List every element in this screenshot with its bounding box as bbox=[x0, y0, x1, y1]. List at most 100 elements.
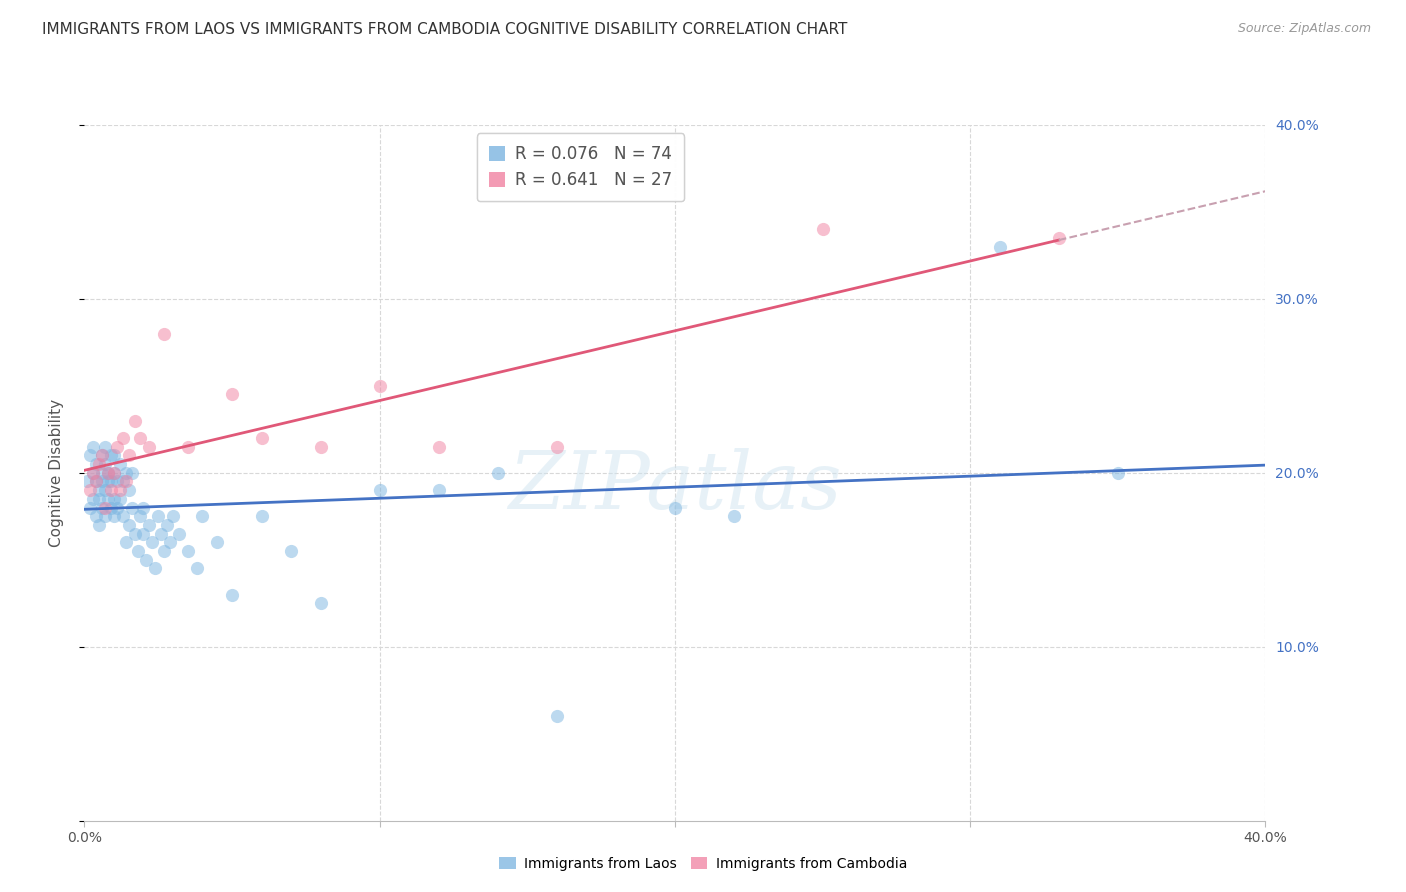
Point bbox=[368, 378, 391, 392]
Point bbox=[82, 466, 104, 480]
Point bbox=[121, 466, 143, 480]
Point bbox=[111, 509, 134, 524]
Point bbox=[250, 431, 273, 445]
Point bbox=[82, 440, 104, 454]
Text: ZIPatlas: ZIPatlas bbox=[508, 448, 842, 525]
Point bbox=[811, 222, 834, 236]
Point bbox=[89, 483, 111, 497]
Point bbox=[135, 552, 157, 567]
Point bbox=[167, 526, 190, 541]
Point bbox=[103, 466, 125, 480]
Point bbox=[84, 509, 107, 524]
Text: IMMIGRANTS FROM LAOS VS IMMIGRANTS FROM CAMBODIA COGNITIVE DISABILITY CORRELATIO: IMMIGRANTS FROM LAOS VS IMMIGRANTS FROM … bbox=[42, 22, 848, 37]
Point bbox=[486, 466, 509, 480]
Point bbox=[84, 475, 107, 489]
Point bbox=[150, 526, 173, 541]
Point bbox=[103, 448, 125, 462]
Point bbox=[114, 466, 136, 480]
Point bbox=[100, 500, 122, 515]
Point bbox=[105, 500, 128, 515]
Point bbox=[153, 326, 176, 341]
Point bbox=[108, 491, 131, 506]
Point bbox=[191, 509, 214, 524]
Point bbox=[124, 526, 146, 541]
Point bbox=[221, 387, 243, 401]
Point bbox=[141, 535, 163, 549]
Point bbox=[118, 483, 141, 497]
Point bbox=[177, 440, 200, 454]
Point bbox=[118, 448, 141, 462]
Point bbox=[114, 535, 136, 549]
Point bbox=[988, 239, 1011, 253]
Point bbox=[82, 491, 104, 506]
Point bbox=[129, 509, 152, 524]
Point bbox=[91, 466, 114, 480]
Point bbox=[76, 475, 98, 489]
Point bbox=[103, 491, 125, 506]
Point bbox=[127, 544, 149, 558]
Point bbox=[132, 500, 155, 515]
Point bbox=[111, 475, 134, 489]
Point bbox=[89, 457, 111, 471]
Point bbox=[132, 526, 155, 541]
Point bbox=[100, 475, 122, 489]
Point bbox=[129, 431, 152, 445]
Point bbox=[250, 509, 273, 524]
Point bbox=[91, 448, 114, 462]
Point bbox=[723, 509, 745, 524]
Point bbox=[91, 448, 114, 462]
Point bbox=[94, 509, 117, 524]
Point bbox=[1047, 231, 1070, 245]
Point bbox=[162, 509, 184, 524]
Point bbox=[91, 475, 114, 489]
Text: Source: ZipAtlas.com: Source: ZipAtlas.com bbox=[1237, 22, 1371, 36]
Point bbox=[79, 500, 101, 515]
Point bbox=[94, 500, 117, 515]
Point bbox=[82, 466, 104, 480]
Point bbox=[91, 500, 114, 515]
Point bbox=[205, 535, 228, 549]
Point bbox=[427, 440, 450, 454]
Point bbox=[103, 466, 125, 480]
Point bbox=[114, 475, 136, 489]
Point bbox=[309, 596, 332, 610]
Point bbox=[309, 440, 332, 454]
Point bbox=[97, 466, 120, 480]
Point bbox=[148, 509, 170, 524]
Point bbox=[177, 544, 200, 558]
Legend: Immigrants from Laos, Immigrants from Cambodia: Immigrants from Laos, Immigrants from Ca… bbox=[494, 851, 912, 876]
Point bbox=[79, 448, 101, 462]
Point bbox=[159, 535, 181, 549]
Point bbox=[1107, 466, 1129, 480]
Point bbox=[97, 491, 120, 506]
Legend: R = 0.076   N = 74, R = 0.641   N = 27: R = 0.076 N = 74, R = 0.641 N = 27 bbox=[477, 133, 683, 201]
Point bbox=[79, 483, 101, 497]
Point bbox=[105, 475, 128, 489]
Point bbox=[664, 500, 686, 515]
Point bbox=[105, 440, 128, 454]
Point bbox=[108, 457, 131, 471]
Point bbox=[124, 414, 146, 428]
Point bbox=[89, 491, 111, 506]
Point bbox=[153, 544, 176, 558]
Point bbox=[100, 483, 122, 497]
Point bbox=[94, 457, 117, 471]
Point bbox=[156, 517, 179, 532]
Point bbox=[89, 517, 111, 532]
Point bbox=[221, 587, 243, 601]
Point bbox=[280, 544, 302, 558]
Point bbox=[97, 475, 120, 489]
Point bbox=[84, 475, 107, 489]
Point bbox=[103, 509, 125, 524]
Point bbox=[100, 448, 122, 462]
Point bbox=[118, 517, 141, 532]
Point bbox=[186, 561, 208, 575]
Point bbox=[121, 500, 143, 515]
Point bbox=[368, 483, 391, 497]
Point bbox=[108, 483, 131, 497]
Point bbox=[546, 709, 568, 723]
Point bbox=[138, 440, 160, 454]
Y-axis label: Cognitive Disability: Cognitive Disability bbox=[49, 399, 63, 547]
Point bbox=[94, 440, 117, 454]
Point bbox=[138, 517, 160, 532]
